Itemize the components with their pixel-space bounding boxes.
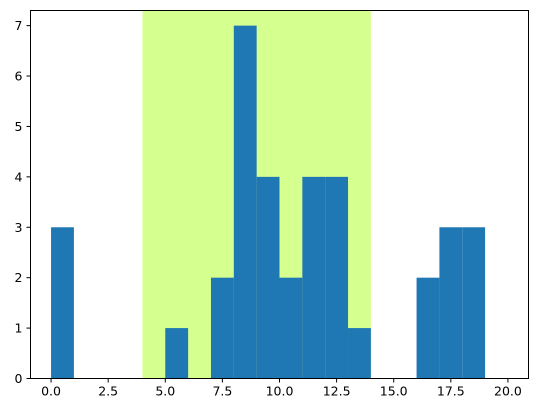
x-tick-label: 20.0 [494,384,522,399]
y-tick-label: 4 [15,169,23,184]
x-tick-label: 5.0 [155,384,175,399]
y-tick-label: 7 [15,18,23,33]
bar-layer [51,25,486,379]
x-tick-label: 15.0 [380,384,408,399]
histogram-bar [302,176,326,379]
y-axis-ticks: 0 1 2 3 4 5 6 7 [15,18,31,386]
histogram-bar [233,25,257,379]
histogram-bar [51,227,74,379]
x-tick-label: 2.5 [98,384,118,399]
x-tick-label: 17.5 [437,384,465,399]
y-tick-label: 0 [15,371,23,386]
histogram-bar [325,176,349,379]
histogram-bar [462,227,486,379]
histogram-bar [348,328,371,379]
x-tick-label: 10.0 [266,384,294,399]
y-tick-label: 3 [15,220,23,235]
histogram-bar [165,328,189,379]
histogram-bar [256,176,280,379]
x-tick-label: 12.5 [323,384,351,399]
y-tick-label: 5 [15,119,23,134]
histogram-bar [210,277,234,379]
y-tick-label: 1 [15,321,23,336]
histogram-bar [279,277,303,379]
y-tick-label: 6 [15,69,23,84]
histogram-bar [439,227,463,379]
x-axis-ticks: 0.0 2.5 5.0 7.5 10.0 12.5 15.0 17.5 20.0 [41,378,522,399]
y-tick-label: 2 [15,270,23,285]
x-tick-label: 7.5 [212,384,232,399]
histogram-bar [416,277,440,379]
x-tick-label: 0.0 [41,384,61,399]
